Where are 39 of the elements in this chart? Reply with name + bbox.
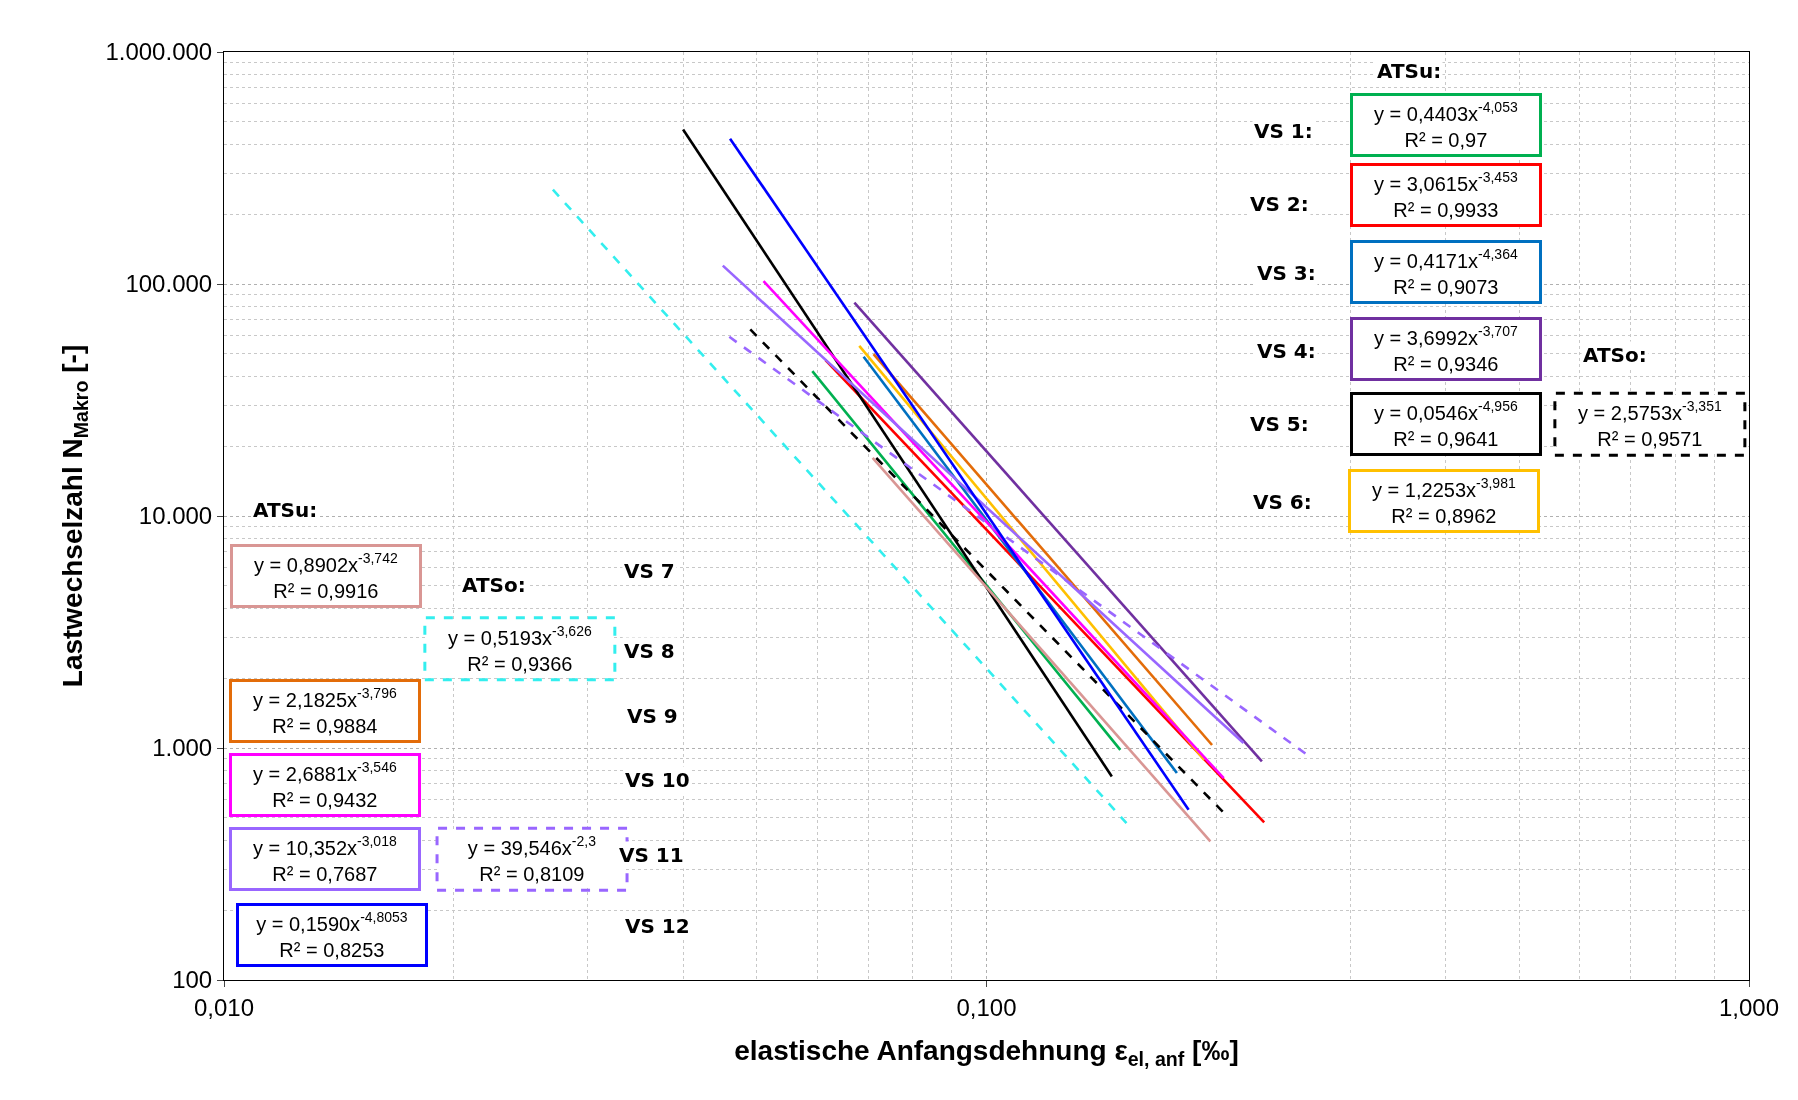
annotation: y = 0,5193x$^{-3,626}$ R² = 0,9366 — [448, 623, 592, 675]
annotation: VS 9 — [627, 704, 678, 728]
annotation: VS 11 — [619, 843, 684, 867]
annotation: y = 10,352x$^{-3,018}$ R² = 0,7687 — [253, 833, 397, 885]
annotation: VS 2: — [1250, 192, 1309, 216]
annotation: y = 0,1590x$^{-4,8053}$ R² = 0,8253 — [256, 909, 408, 961]
y-tick-label: 1.000 — [152, 734, 213, 762]
annotation: y = 2,5753x$^{-3,351}$ R² = 0,9571 — [1578, 398, 1722, 450]
annotation: VS 4: — [1257, 339, 1316, 363]
x-axis-title: elastische Anfangsdehnung ε$_{el, anf}$ [‰] — [734, 1034, 1239, 1070]
annotation: y = 0,8902x$^{-3,742}$ R² = 0,9916 — [254, 550, 398, 602]
annotation: y = 39,546x$^{-2,3}$ R² = 0,8109 — [467, 833, 597, 885]
annotation: y = 3,0615x$^{-3,453}$ R² = 0,9933 — [1374, 169, 1518, 221]
annotation: ATSu: — [253, 498, 318, 522]
annotation: y = 2,1825x$^{-3,796}$ R² = 0,9884 — [253, 685, 397, 737]
annotation: VS 5: — [1250, 412, 1309, 436]
annotation: ATSo: — [1583, 343, 1647, 367]
annotation: VS 12 — [625, 914, 690, 938]
annotation: ATSu: — [1377, 59, 1442, 83]
y-tick-label: 100 — [172, 966, 213, 994]
annotation: y = 0,0546x$^{-4,956}$ R² = 0,9641 — [1374, 398, 1518, 450]
annotation: VS 1: — [1254, 119, 1313, 143]
annotation: y = 1,2253x$^{-3,981}$ R² = 0,8962 — [1372, 475, 1516, 527]
annotation: y = 0,4171x$^{-4,364}$ R² = 0,9073 — [1374, 246, 1518, 298]
annotation: y = 0,4403x$^{-4,053}$ R² = 0,97 — [1374, 99, 1518, 151]
x-tick-label: 0,010 — [193, 993, 255, 1021]
x-tick-label: 0,100 — [956, 993, 1017, 1021]
annotation: VS 7 — [624, 559, 675, 583]
annotation: VS 10 — [625, 768, 690, 792]
annotation: y = 3,6992x$^{-3,707}$ R² = 0,9346 — [1374, 323, 1518, 375]
y-tick-label: 10.000 — [138, 502, 213, 530]
y-tick-label: 1.000.000 — [105, 38, 213, 66]
x-tick-label: 1,000 — [1718, 993, 1780, 1021]
annotation: ATSo: — [462, 573, 526, 597]
annotation: y = 2,6881x$^{-3,546}$ R² = 0,9432 — [253, 759, 397, 811]
annotation: VS 3: — [1257, 261, 1316, 285]
y-tick-label: 100.000 — [125, 270, 213, 298]
annotation: VS 6: — [1253, 490, 1312, 514]
annotation: VS 8 — [624, 639, 675, 663]
